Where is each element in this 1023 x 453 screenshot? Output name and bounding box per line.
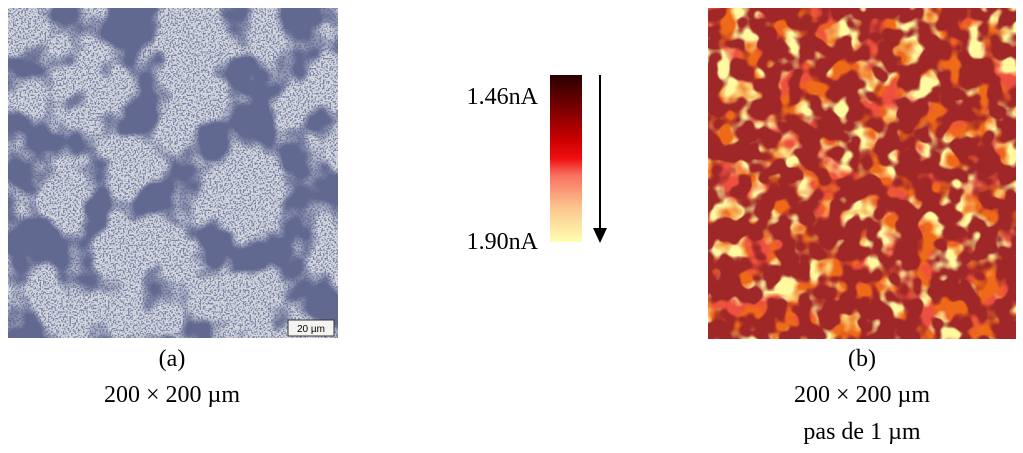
- arrow-head: [593, 228, 607, 243]
- panel-size: 200 × 200 µm: [104, 382, 240, 408]
- panel-label: (a): [159, 346, 186, 372]
- colorbar-top-label: 1.46nA: [467, 84, 539, 110]
- colorbar-bottom-label: 1.90nA: [467, 229, 539, 255]
- panel-size: 200 × 200 µm: [794, 382, 930, 408]
- micrograph: 20 µm: [8, 8, 338, 338]
- current-map: [708, 8, 1016, 339]
- scale-bar: 20 µm: [297, 324, 325, 335]
- colorbar: [550, 75, 582, 242]
- panel-label: (b): [848, 346, 876, 372]
- panel-step: pas de 1 µm: [803, 419, 920, 445]
